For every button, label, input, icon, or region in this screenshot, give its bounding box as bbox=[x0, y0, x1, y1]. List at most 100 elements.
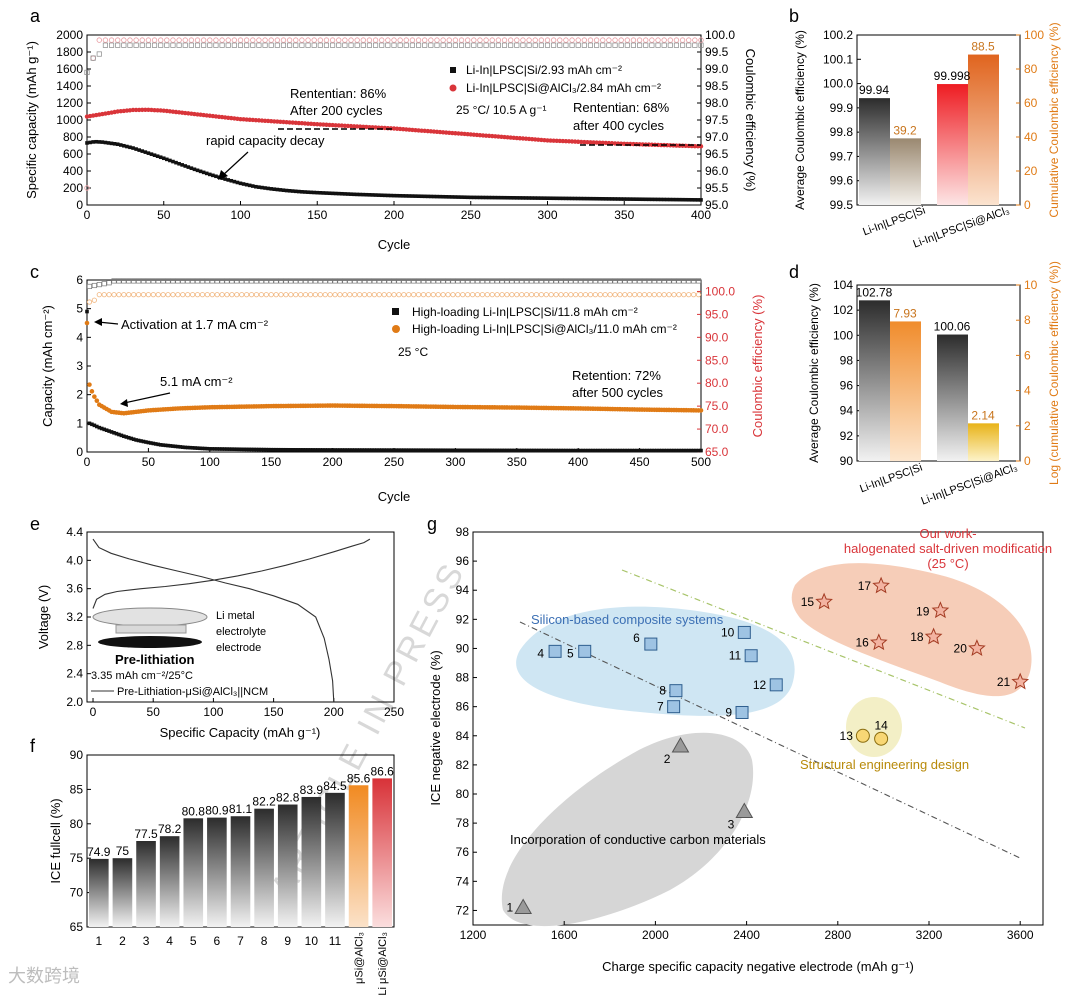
panel-c-series-0-pt bbox=[605, 448, 610, 453]
panel-a-series-0-pt bbox=[211, 173, 215, 178]
panel-c-series-0-pt bbox=[406, 448, 411, 452]
panel-a-ce-red-pt bbox=[661, 37, 667, 43]
panel-b-y-tick-label-0: 99.5 bbox=[830, 198, 854, 212]
panel-a-ce-red-pt bbox=[698, 37, 704, 43]
panel-g-y-tick-label-0: 72 bbox=[456, 903, 470, 917]
panel-a-series-0-pt bbox=[235, 180, 240, 185]
panel-a-series-0-pt bbox=[309, 190, 313, 195]
label-ourwork-2: halogenated salt-driven modification bbox=[844, 541, 1052, 556]
panel-c-series-0-pt bbox=[168, 444, 173, 448]
panel-g-y-tick-label-10: 92 bbox=[456, 612, 470, 626]
panel-c-series-0-pt bbox=[171, 444, 175, 448]
panel-c-ce-black-pt bbox=[150, 278, 156, 284]
panel-a-series-0-pt bbox=[247, 183, 252, 188]
panel-g-point-label-14: 14 bbox=[874, 719, 888, 733]
panel-a-series-0-pt bbox=[435, 194, 439, 199]
panel-a-series-0-pt bbox=[226, 178, 231, 182]
panel-g-point-7 bbox=[667, 700, 681, 714]
panel-c-series-0-pt bbox=[448, 448, 453, 453]
panel-a-ce-black-pt bbox=[618, 42, 624, 48]
panel-c-series-0-pt bbox=[495, 448, 499, 453]
panel-c-series-0-pt bbox=[370, 448, 374, 452]
panel-c-ce-orange-pt bbox=[234, 292, 240, 298]
panel-g-point-label-10: 10 bbox=[721, 625, 735, 639]
panel-a-series-0-pt bbox=[450, 195, 455, 199]
panel-a-ce-black-pt bbox=[262, 42, 268, 48]
panel-c-ce-orange-pt bbox=[681, 292, 687, 298]
panel-d-y2-tick-label-4: 8 bbox=[1024, 313, 1031, 327]
panel-a-ce-black-pt bbox=[428, 42, 434, 48]
panel-a-ce-red-pt bbox=[133, 37, 139, 43]
panel-b-y-tick-label-3: 99.8 bbox=[830, 125, 854, 139]
panel-f-bar-label-4: 80.8 bbox=[182, 804, 206, 818]
panel-c-ce-orange-pt bbox=[175, 292, 181, 298]
panel-a-ce-red-pt bbox=[673, 37, 680, 43]
panel-a-ce-black-pt bbox=[127, 42, 133, 48]
panel-a-ce-red-pt bbox=[489, 37, 495, 43]
panel-c-series-0-pt bbox=[426, 448, 431, 453]
panel-c-series-0-pt bbox=[402, 448, 406, 452]
panel-c-series-0-pt bbox=[112, 430, 116, 435]
panel-a-series-0-pt bbox=[392, 193, 396, 198]
panel-a-ce-black-pt bbox=[244, 42, 250, 48]
panel-a-series-0-pt bbox=[229, 178, 234, 183]
panel-a-ce-black-pt bbox=[538, 42, 544, 48]
panel-c-series-0-pt bbox=[99, 426, 104, 431]
panel-a-series-0-pt bbox=[650, 197, 654, 202]
panel-a-ann-ret86: Rententian: 86% bbox=[290, 86, 387, 101]
panel-c-series-0-pt bbox=[468, 448, 472, 453]
panel-a-y2-tick-label-7: 98.5 bbox=[705, 79, 729, 93]
panel-c-series-0-pt bbox=[286, 447, 291, 452]
panel-c-ce-orange-pt bbox=[263, 292, 269, 298]
panel-c-series-0-pt bbox=[293, 448, 298, 452]
panel-c-series-0-pt bbox=[475, 448, 480, 453]
panel-c-series-0-pt bbox=[203, 446, 207, 451]
panel-g-point-16 bbox=[869, 633, 888, 651]
panel-g-point-19 bbox=[931, 601, 950, 619]
panel-c-ce-orange-pt bbox=[322, 292, 328, 298]
panel-a-series-0-pt bbox=[155, 154, 160, 159]
panel-g-point-label-16: 16 bbox=[855, 636, 869, 650]
panel-c-ce-black-pt bbox=[170, 278, 176, 284]
panel-a-ce-black-pt bbox=[201, 42, 207, 48]
panel-a-ce-red-pt bbox=[127, 37, 133, 43]
panel-c-series-0-pt bbox=[252, 447, 256, 452]
panel-c-series-0-pt bbox=[134, 438, 138, 442]
panel-c-series-0-pt bbox=[345, 448, 350, 452]
panel-c-series-0-pt bbox=[507, 448, 512, 453]
panel-a-series-0-pt bbox=[591, 196, 596, 201]
panel-c-ce-orange-pt bbox=[661, 292, 667, 298]
panel-a-series-0-pt bbox=[604, 197, 608, 201]
panel-c-ce-black-pt bbox=[460, 278, 466, 284]
panel-a-ce-black-pt bbox=[151, 42, 158, 48]
panel-a-series-0-pt bbox=[330, 191, 335, 196]
panel-c-series-0-pt bbox=[335, 448, 340, 452]
panel-c-series-0-pt bbox=[419, 448, 423, 452]
panel-a-ce-black-pt bbox=[330, 42, 336, 48]
panel-g-point-10 bbox=[737, 625, 751, 639]
panel-c-series-0-pt bbox=[114, 431, 119, 436]
panel-c-y2-tick-label-7: 100.0 bbox=[705, 284, 735, 298]
panel-c-y2-tick-label-6: 95.0 bbox=[705, 307, 729, 321]
panel-c-series-0-pt bbox=[85, 309, 89, 314]
panel-d-y-tick-label-5: 100 bbox=[833, 328, 853, 342]
panel-c-series-1-pt bbox=[698, 408, 704, 413]
panel-c-arrow-rate bbox=[123, 392, 171, 404]
panel-g-y-tick-label-3: 78 bbox=[456, 816, 470, 830]
panel-b: b 99.5 99.6 99.7 99.8 99.9 100.0 100.1 100.2 0 20… bbox=[789, 6, 1061, 251]
panel-a-series-0-pt bbox=[647, 197, 651, 202]
panel-a-series-0-pt bbox=[186, 165, 191, 169]
panel-c-ce-orange-pt bbox=[209, 292, 215, 298]
panel-c-series-0-pt bbox=[264, 447, 269, 452]
panel-c-series-0-pt bbox=[672, 448, 676, 453]
panel-a-xtick-label-0: 0 bbox=[84, 208, 91, 222]
panel-c-ce-orange-pt bbox=[371, 292, 377, 298]
panel-c-series-0-pt bbox=[642, 448, 647, 453]
panel-c-series-0-pt bbox=[645, 448, 649, 453]
panel-a-ce-black-pt bbox=[360, 42, 366, 48]
panel-c-series-0-pt bbox=[254, 447, 259, 452]
panel-a-ce-black-pt bbox=[471, 42, 477, 48]
panel-a-ce-red-pt bbox=[182, 37, 188, 43]
panel-a-ce-red-pt bbox=[293, 37, 299, 43]
panel-a-series-0-pt bbox=[266, 186, 270, 191]
